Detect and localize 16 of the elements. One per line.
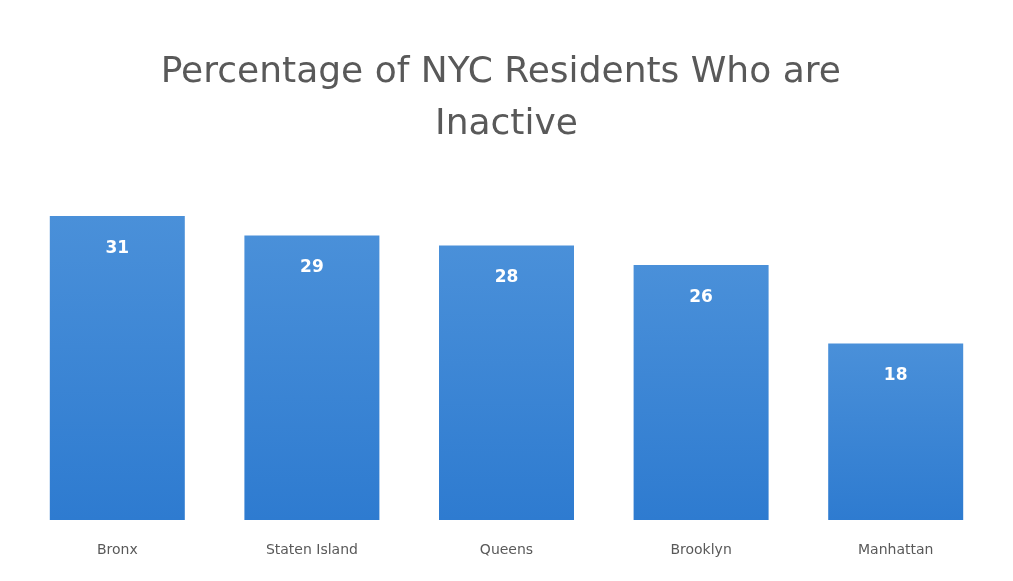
x-tick-label: Bronx — [96, 541, 138, 557]
bar — [828, 343, 964, 520]
data-label: 31 — [105, 236, 130, 257]
chart-title: Percentage of NYC Residents Who are Inactive — [160, 48, 853, 142]
bar — [439, 245, 574, 520]
data-label: 26 — [689, 285, 713, 306]
x-tick-label: Brooklyn — [670, 541, 732, 557]
data-label: 29 — [300, 256, 324, 277]
bar — [244, 235, 380, 520]
data-label: 18 — [883, 363, 908, 384]
bar — [49, 216, 185, 520]
data-label: 28 — [494, 265, 519, 286]
x-tick-label: Queens — [479, 541, 534, 557]
x-tick-label: Manhattan — [857, 541, 934, 557]
bar — [633, 265, 769, 520]
x-tick-label: Staten Island — [265, 541, 358, 557]
